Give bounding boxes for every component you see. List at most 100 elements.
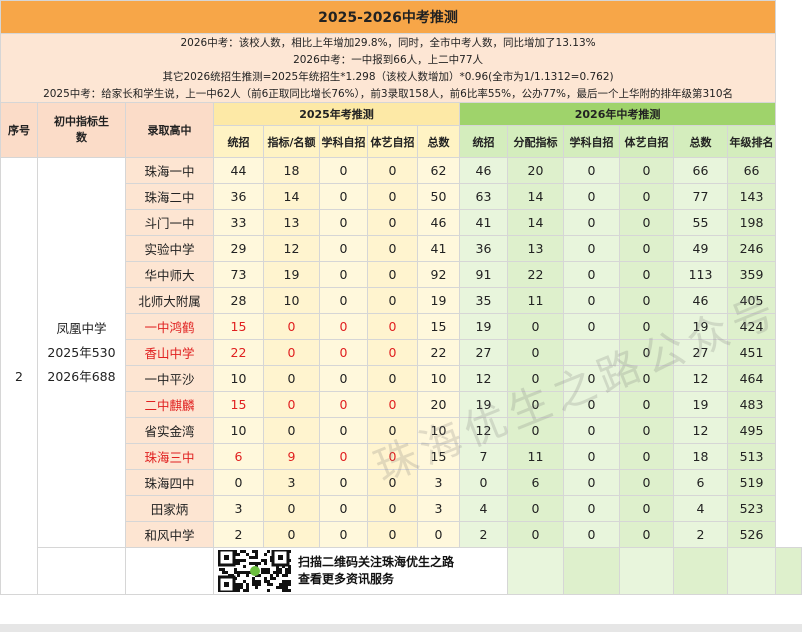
note-line: 2026中考：该校人数，相比上年增加29.8%，同时，全市中考人数，同比增加了1… — [0, 33, 777, 51]
cell-2025: 0 — [367, 521, 418, 548]
note-line: 2026中考：一中报到66人，上二中77人 — [0, 51, 777, 68]
cell-2026: 66 — [726, 157, 777, 184]
cell-2025: 36 — [213, 183, 264, 210]
cell-2026: 451 — [726, 339, 777, 366]
cell-2025: 0 — [263, 521, 320, 548]
table-row: 一中平沙 10 0 0 0 10 12 0 0 0 12 464 — [1, 365, 802, 392]
header-2025-col: 总数 — [417, 125, 460, 158]
cell-2026: 2 — [459, 521, 508, 548]
cell-2026: 0 — [619, 495, 674, 522]
cell-2026: 0 — [619, 339, 674, 366]
cell-2026: 0 — [507, 339, 564, 366]
school-name: 香山中学 — [125, 339, 214, 366]
cell-2026: 0 — [563, 391, 620, 418]
sheet-scrollbar[interactable] — [0, 624, 802, 632]
table-row: 珠海四中 0 3 0 0 3 0 6 0 0 6 519 — [1, 469, 802, 496]
cell-2025: 0 — [319, 521, 368, 548]
table-row: 一中鸿鹤 15 0 0 0 15 19 0 0 0 19 424 — [1, 313, 802, 340]
cell-2025: 0 — [367, 313, 418, 340]
cell-2025: 0 — [263, 417, 320, 444]
cell-2026: 526 — [726, 521, 777, 548]
school-name: 一中鸿鹤 — [125, 313, 214, 340]
school-name: 珠海二中 — [125, 183, 214, 210]
cell-2025: 0 — [367, 261, 418, 288]
table-row: 北师大附属 28 10 0 0 19 35 11 0 0 46 405 — [1, 287, 802, 314]
cell-2026: 0 — [563, 183, 620, 210]
cell-2026 — [563, 339, 620, 366]
table-row: 香山中学 22 0 0 0 22 27 0 0 27 451 — [1, 339, 802, 366]
cell-2025: 22 — [213, 339, 264, 366]
cell-2026: 0 — [619, 261, 674, 288]
cell-2025: 33 — [213, 209, 264, 236]
cell-2026: 0 — [507, 391, 564, 418]
cell-2026: 12 — [459, 417, 508, 444]
cell-2025: 0 — [319, 235, 368, 262]
table-row: 斗门一中 33 13 0 0 46 41 14 0 0 55 198 — [1, 209, 802, 236]
cell-2026: 0 — [563, 521, 620, 548]
forecast-table: 2025-2026中考推测 2026中考：该校人数，相比上年增加29.8%，同时… — [0, 0, 802, 595]
table-row: 珠海二中 36 14 0 0 50 63 14 0 0 77 143 — [1, 183, 802, 210]
cell-2026: 0 — [507, 495, 564, 522]
cell-2026: 246 — [726, 235, 777, 262]
cell-2026: 19 — [459, 391, 508, 418]
cell-2025: 2 — [213, 521, 264, 548]
cell-2026: 0 — [563, 287, 620, 314]
cell-2026: 0 — [619, 391, 674, 418]
cell-2026: 405 — [726, 287, 777, 314]
cell-2025: 0 — [417, 521, 460, 548]
header-2026-col: 体艺自招 — [619, 125, 674, 158]
cell-2025: 0 — [263, 495, 320, 522]
cell-2026: 0 — [619, 521, 674, 548]
cell-2026: 12 — [459, 365, 508, 392]
cell-2026: 359 — [726, 261, 777, 288]
cell-2025: 0 — [367, 183, 418, 210]
qr-caption: 查看更多资讯服务 — [298, 572, 395, 586]
cell-2026: 0 — [563, 469, 620, 496]
cell-2025: 62 — [417, 157, 460, 184]
school-name: 和风中学 — [125, 521, 214, 548]
cell-2026: 0 — [619, 157, 674, 184]
school-name: 实验中学 — [125, 235, 214, 262]
cell-2026: 66 — [673, 157, 728, 184]
cell-2026: 0 — [563, 365, 620, 392]
cell-2026: 49 — [673, 235, 728, 262]
cell-2026: 113 — [673, 261, 728, 288]
cell-2026: 198 — [726, 209, 777, 236]
cell-2026: 19 — [673, 313, 728, 340]
cell-2026: 0 — [563, 443, 620, 470]
junior-line: 凤凰中学 — [56, 320, 107, 336]
cell-2025: 10 — [213, 365, 264, 392]
cell-2026: 0 — [619, 235, 674, 262]
table-row: 华中师大 73 19 0 0 92 91 22 0 0 113 359 — [1, 261, 802, 288]
cell-2025: 15 — [417, 313, 460, 340]
cell-2025: 19 — [417, 287, 460, 314]
cell-2025: 0 — [367, 339, 418, 366]
cell-2026: 513 — [726, 443, 777, 470]
cell-2025: 0 — [367, 443, 418, 470]
school-name: 二中麒麟 — [125, 391, 214, 418]
cell-2025: 10 — [417, 417, 460, 444]
cell-2025: 73 — [213, 261, 264, 288]
cell-2026: 4 — [459, 495, 508, 522]
cell-2026: 11 — [507, 287, 564, 314]
cell-2025: 0 — [319, 339, 368, 366]
cell-2026: 0 — [507, 313, 564, 340]
cell-2025: 3 — [417, 469, 460, 496]
cell-2026: 46 — [459, 157, 508, 184]
header-2026-col: 分配指标 — [507, 125, 564, 158]
cell-2025: 10 — [417, 365, 460, 392]
cell-2025: 19 — [263, 261, 320, 288]
qr-caption: 扫描二维码关注珠海优生之路 — [298, 555, 455, 569]
cell-2025: 0 — [319, 157, 368, 184]
cell-2026: 63 — [459, 183, 508, 210]
cell-2025: 15 — [213, 391, 264, 418]
cell-2026: 0 — [619, 443, 674, 470]
cell-2025: 92 — [417, 261, 460, 288]
header-group-2025: 2025年考推测 — [213, 102, 460, 126]
seq-cell: 2 — [0, 157, 38, 595]
cell-2026: 0 — [619, 417, 674, 444]
school-name: 珠海一中 — [125, 157, 214, 184]
cell-2026: 0 — [619, 469, 674, 496]
cell-2025: 0 — [319, 313, 368, 340]
